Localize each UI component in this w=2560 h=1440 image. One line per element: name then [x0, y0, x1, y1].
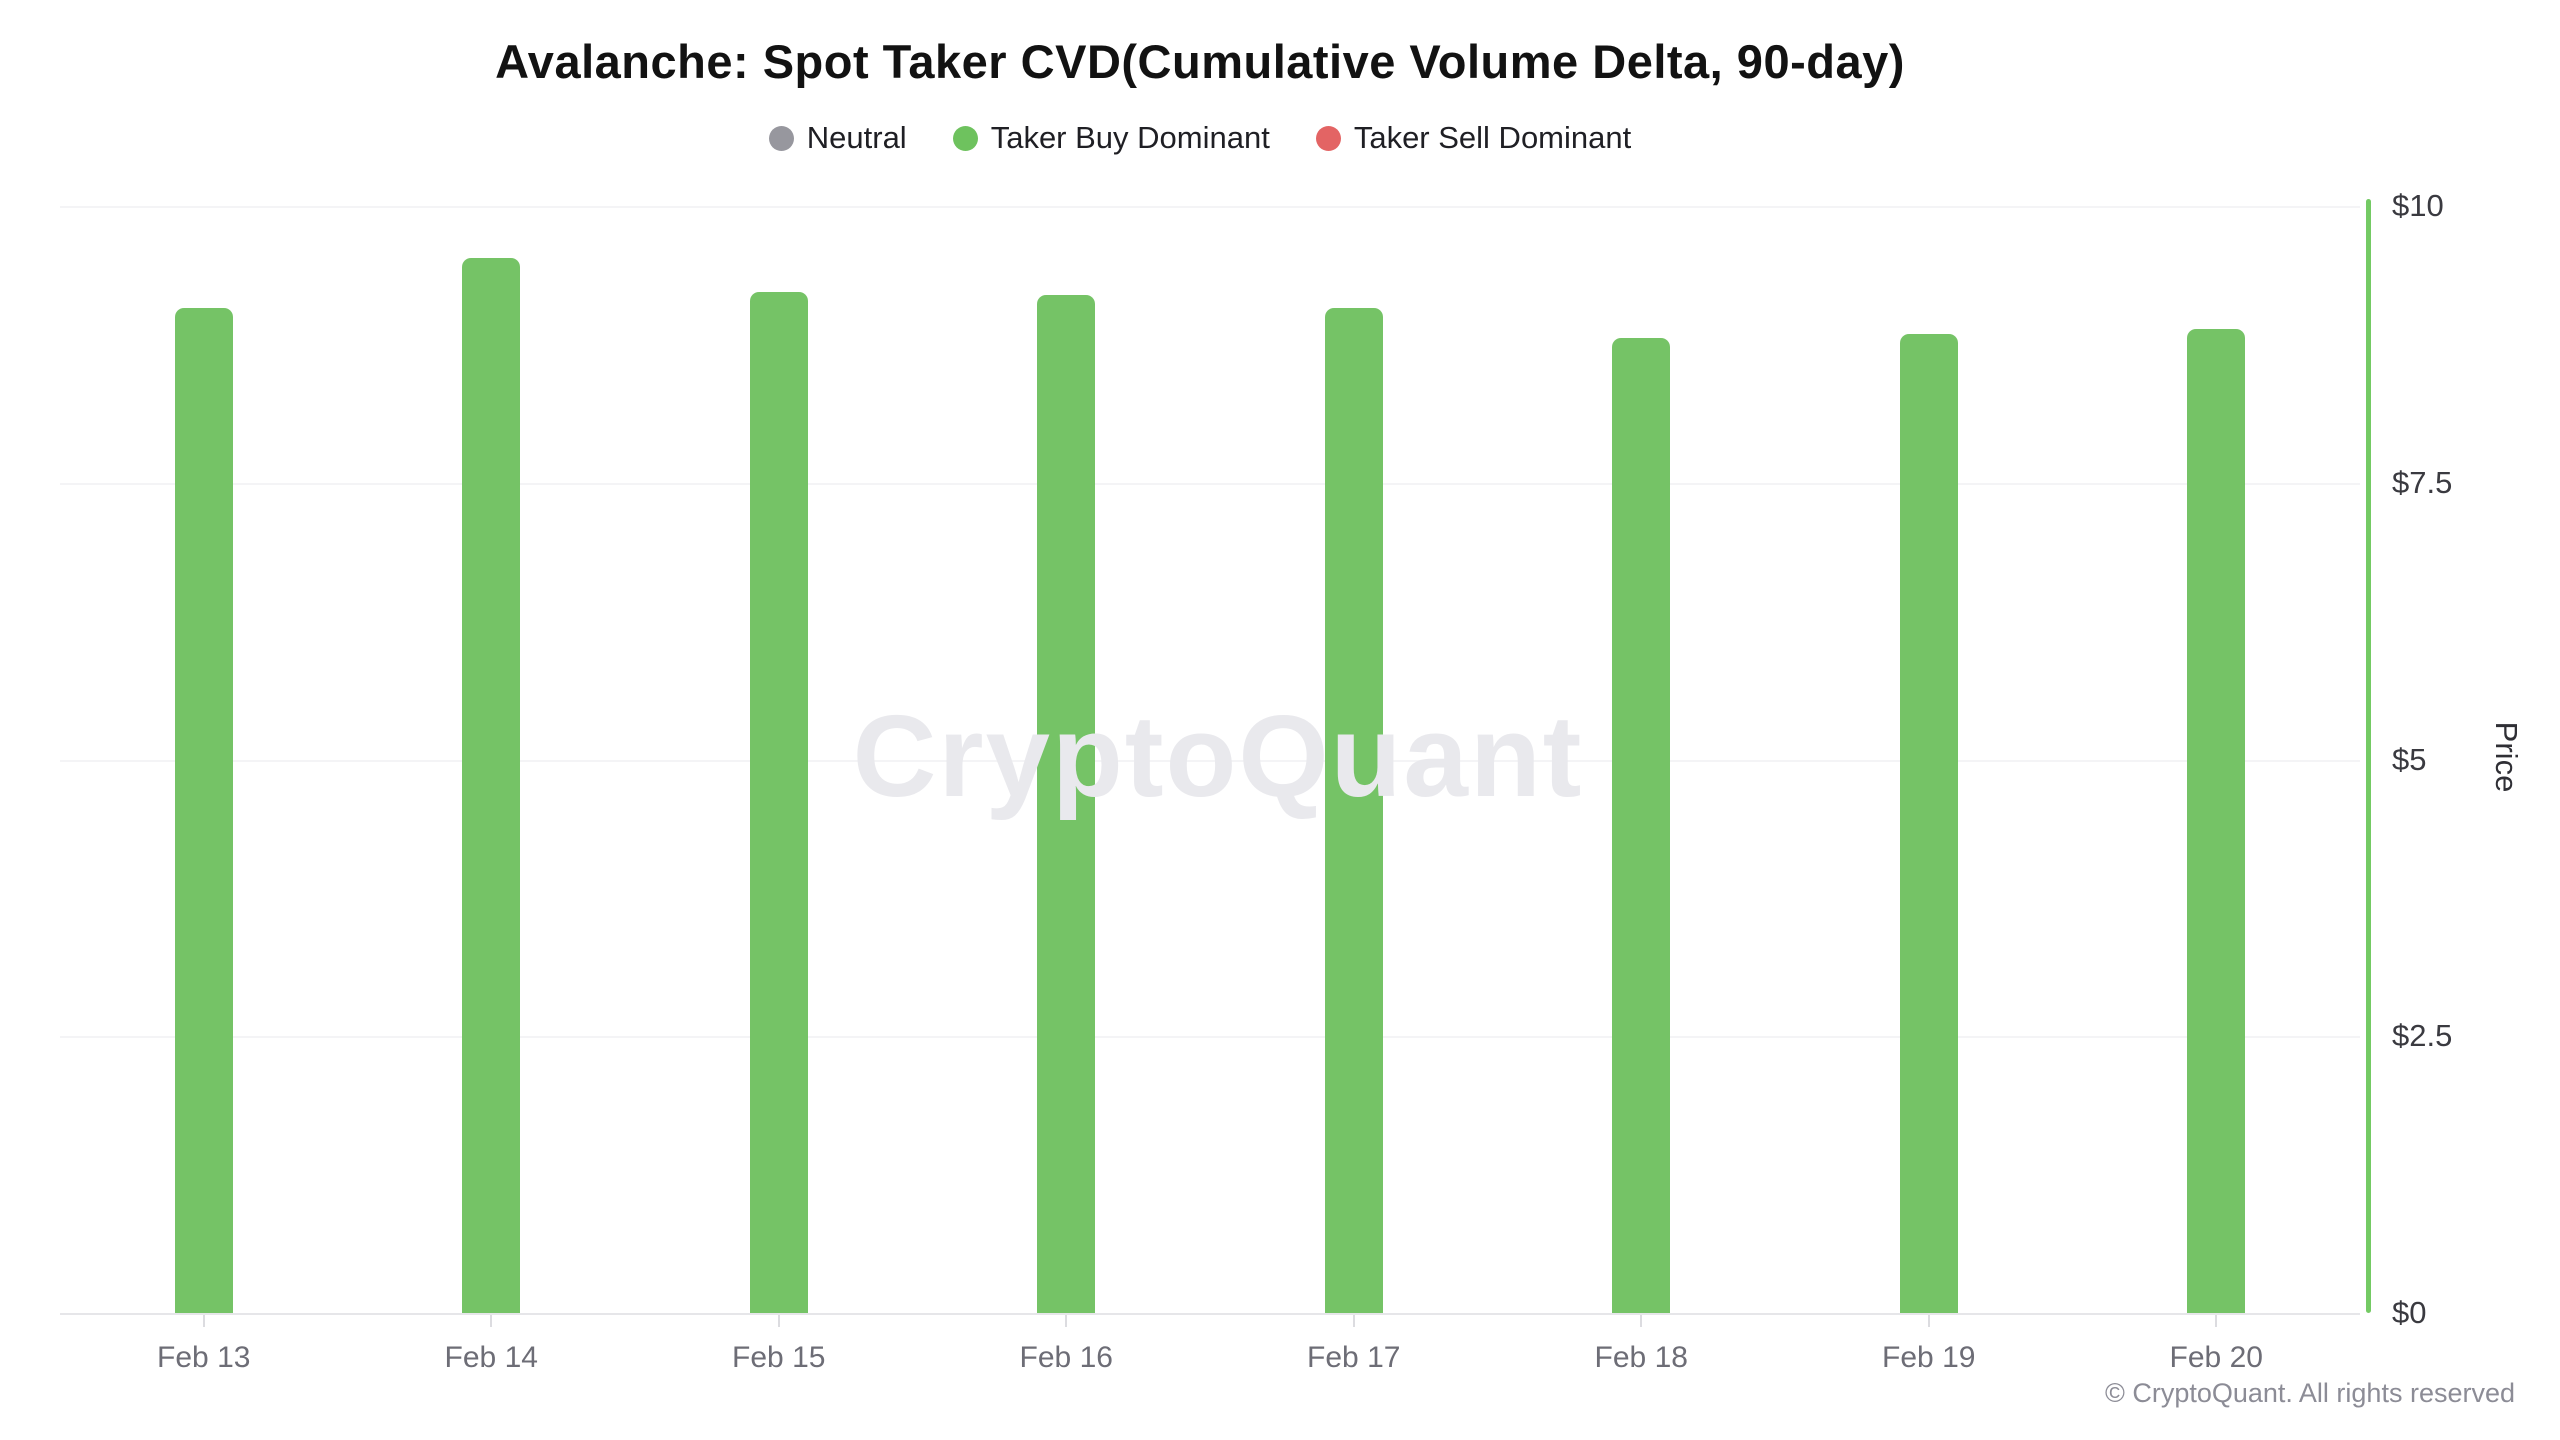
x-axis-tick	[1352, 1315, 1355, 1327]
y-tick-label-2-5: $2.5	[2392, 1018, 2453, 1054]
bar-feb-17	[1324, 307, 1383, 1313]
bar-cell-feb-16	[923, 206, 1211, 1313]
x-axis-tick	[1640, 1315, 1643, 1327]
bar-feb-19	[1899, 334, 1958, 1313]
y-axis-title: Price	[2489, 721, 2524, 793]
x-axis: Feb 13 Feb 14 Feb 15 Feb 16 Feb 17 Feb 18 Feb …	[60, 1315, 2360, 1375]
legend-dot-neutral	[768, 125, 794, 151]
bar-cell-feb-19	[1785, 206, 2073, 1313]
legend-item-taker-sell-dominant[interactable]: Taker Sell Dominant	[1315, 120, 1632, 156]
x-axis-cell-feb-18: Feb 18	[1498, 1315, 1786, 1375]
x-tick-label-feb-19: Feb 19	[1882, 1341, 1976, 1374]
y-axis-tick-labels: $10 $7.5 $5 $2.5 $0	[2392, 188, 2512, 1330]
bar-cell-feb-17	[1210, 206, 1498, 1313]
legend: Neutral Taker Buy Dominant Taker Sell Domi…	[0, 120, 2400, 156]
x-tick-label-feb-13: Feb 13	[157, 1341, 251, 1374]
bar-cell-feb-13	[60, 206, 348, 1313]
y-tick-label-0: $0	[2392, 1295, 2427, 1330]
x-axis-cell-feb-16: Feb 16	[923, 1315, 1211, 1375]
y-tick-label-7-5: $7.5	[2392, 464, 2453, 500]
x-tick-label-feb-16: Feb 16	[1019, 1341, 1113, 1374]
x-axis-tick	[2215, 1315, 2218, 1327]
y-tick-label-10: $10	[2392, 188, 2444, 223]
legend-item-taker-buy-dominant[interactable]: Taker Buy Dominant	[952, 120, 1270, 156]
legend-dot-taker-buy-dominant	[952, 125, 978, 151]
x-axis-cell-feb-14: Feb 14	[348, 1315, 636, 1375]
bar-cell-feb-14	[348, 206, 636, 1313]
bar-cell-feb-20	[2073, 206, 2361, 1313]
bar-series	[60, 206, 2360, 1313]
x-axis-cell-feb-13: Feb 13	[60, 1315, 348, 1375]
bar-feb-16	[1037, 294, 1096, 1313]
gridline-10	[60, 206, 2360, 208]
x-tick-label-feb-15: Feb 15	[732, 1341, 826, 1374]
x-axis-cell-feb-17: Feb 17	[1210, 1315, 1498, 1375]
x-axis-cell-feb-20: Feb 20	[2073, 1315, 2361, 1375]
x-axis-cell-feb-19: Feb 19	[1785, 1315, 2073, 1375]
legend-dot-taker-sell-dominant	[1315, 125, 1341, 151]
y-axis-line	[2366, 199, 2371, 1313]
x-tick-label-feb-20: Feb 20	[2169, 1341, 2263, 1374]
x-tick-label-feb-14: Feb 14	[444, 1341, 538, 1374]
legend-item-neutral[interactable]: Neutral	[768, 120, 907, 156]
bar-feb-20	[2187, 328, 2246, 1313]
chart-title: Avalanche: Spot Taker CVD(Cumulative Vol…	[495, 35, 1905, 88]
x-axis-tick	[1927, 1315, 1930, 1327]
legend-label: Taker Sell Dominant	[1353, 120, 1632, 155]
legend-label: Taker Buy Dominant	[990, 120, 1270, 155]
x-axis-tick	[490, 1315, 493, 1327]
y-tick-label-5: $5	[2392, 741, 2427, 777]
legend-label: Neutral	[806, 120, 907, 155]
bar-cell-feb-15	[635, 206, 923, 1313]
x-axis-tick	[777, 1315, 780, 1327]
x-tick-label-feb-17: Feb 17	[1307, 1341, 1401, 1374]
bar-feb-15	[749, 292, 808, 1313]
bar-cell-feb-18	[1498, 206, 1786, 1313]
x-axis-tick	[202, 1315, 205, 1327]
bar-feb-14	[462, 258, 521, 1313]
gridline-2.5	[60, 1036, 2360, 1039]
plot-area	[60, 206, 2360, 1315]
x-axis-cell-feb-15: Feb 15	[635, 1315, 923, 1375]
x-tick-label-feb-18: Feb 18	[1594, 1341, 1688, 1374]
gridline-5	[60, 759, 2360, 762]
bar-feb-18	[1612, 337, 1671, 1313]
gridline-7.5	[60, 482, 2360, 485]
bar-feb-13	[174, 307, 233, 1313]
copyright-text: © CryptoQuant. All rights reserved	[2104, 1378, 2515, 1408]
x-axis-tick	[1065, 1315, 1068, 1327]
